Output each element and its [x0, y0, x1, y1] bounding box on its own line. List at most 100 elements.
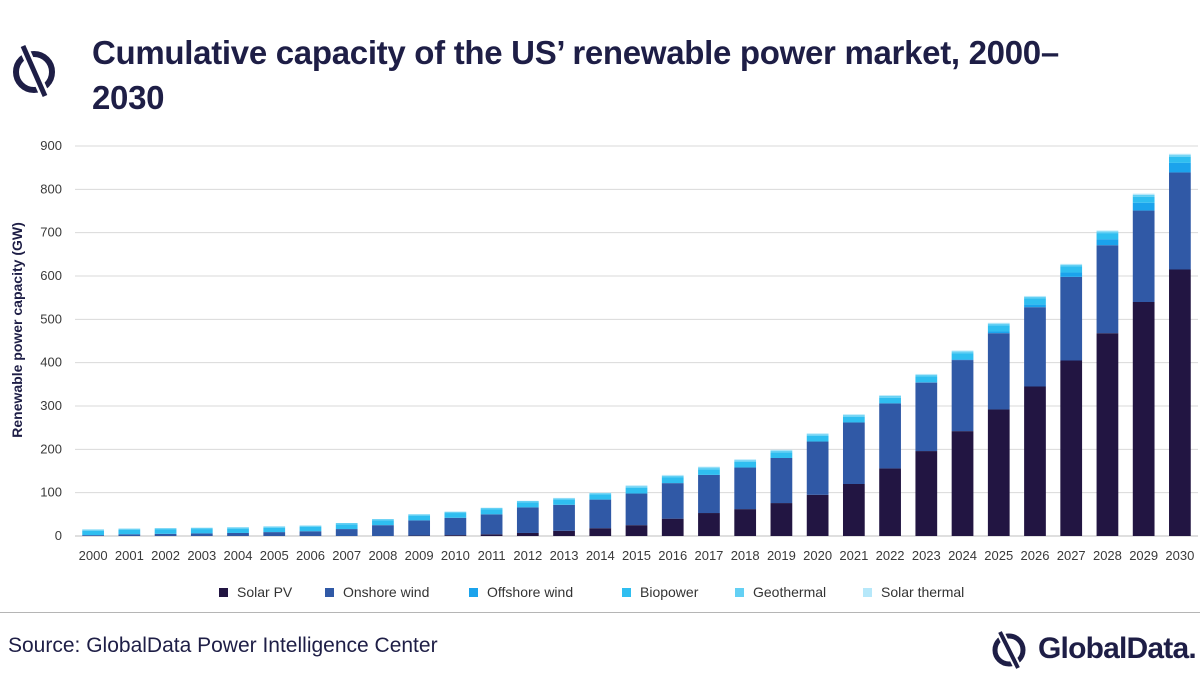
x-tick-label: 2002 [151, 548, 180, 563]
bar-segment-onshore-wind [879, 403, 901, 469]
x-tick-label: 2006 [296, 548, 325, 563]
y-axis-label: Renewable power capacity (GW) [9, 222, 25, 438]
bar-segment-solar-thermal [987, 322, 1010, 324]
y-tick-label: 100 [40, 485, 62, 500]
bars [82, 153, 1191, 536]
bar-segment-solar-pv [516, 532, 539, 536]
bar-segment-solar-thermal [1024, 295, 1046, 297]
bar-segment-solar-pv [770, 503, 793, 536]
bar-segment-onshore-wind [1024, 307, 1046, 387]
x-tick-label: 2011 [478, 548, 506, 563]
legend-swatch [735, 588, 744, 597]
bar-segment-onshore-wind [335, 529, 358, 536]
bar-segment-offshore-wind [951, 359, 974, 361]
bar-segment-biopower [480, 509, 503, 515]
bar-segment-onshore-wind [154, 533, 177, 536]
bar-segment-offshore-wind [1169, 162, 1191, 173]
bar-segment-geothermal [82, 529, 104, 531]
bar-segment-geothermal [661, 475, 684, 478]
bar-segment-biopower [879, 397, 901, 404]
bar-segment-onshore-wind [118, 534, 141, 536]
bar-segment-geothermal [335, 523, 358, 525]
bar-segment-biopower [408, 515, 431, 521]
bar-segment-biopower [1024, 298, 1046, 305]
bar-segment-solar-pv [1024, 386, 1046, 536]
bar-segment-offshore-wind [1096, 239, 1119, 246]
x-tick-label: 2016 [658, 548, 687, 563]
bar-segment-biopower [625, 487, 648, 494]
bar-segment-biopower [263, 527, 286, 533]
x-tick-label: 2003 [187, 548, 216, 563]
x-tick-label: 2023 [912, 548, 941, 563]
bar-segment-solar-pv [842, 484, 865, 536]
x-tick-label: 2025 [984, 548, 1013, 563]
bar-segment-geothermal [118, 528, 141, 530]
bar-segment-geothermal [1132, 194, 1155, 197]
bar-segment-onshore-wind [1132, 210, 1155, 302]
x-tick-label: 2010 [441, 548, 470, 563]
legend-swatch [219, 588, 228, 597]
bar-segment-onshore-wind [1169, 172, 1191, 270]
bar-segment-geothermal [625, 486, 648, 488]
footer-logo-text: GlobalData. [1038, 632, 1197, 665]
globaldata-footer-logo-icon [992, 628, 1026, 672]
x-tick-label: 2001 [115, 548, 144, 563]
bar-segment-solar-pv [553, 530, 575, 536]
bar-segment-geothermal [408, 514, 431, 516]
bar-segment-solar-thermal [770, 449, 793, 451]
bar-segment-geothermal [516, 500, 539, 503]
legend-label: Biopower [640, 584, 699, 600]
bar-segment-solar-pv [915, 451, 938, 536]
bar-segment-solar-pv [1169, 269, 1191, 536]
legend-swatch [622, 588, 631, 597]
bar-segment-onshore-wind [516, 507, 539, 533]
bar-segment-solar-pv [806, 494, 829, 536]
bar-segment-solar-thermal [1132, 193, 1155, 195]
bar-segment-solar-thermal [879, 395, 901, 397]
y-tick-label: 400 [40, 355, 62, 370]
bar-segment-biopower [82, 530, 104, 536]
x-tick-label: 2008 [368, 548, 397, 563]
y-axis-ticks: 0 100 200 300 400 500 600 700 800 900 [40, 138, 62, 543]
x-tick-label: 2015 [622, 548, 651, 563]
bar-segment-onshore-wind [915, 382, 938, 452]
bar-segment-solar-thermal [625, 485, 648, 487]
y-tick-label: 800 [40, 181, 62, 196]
x-tick-label: 2007 [332, 548, 361, 563]
bar-segment-geothermal [299, 525, 322, 527]
bar-segment-biopower [806, 435, 829, 442]
bar-segment-onshore-wind [82, 535, 104, 536]
bar-segment-offshore-wind [1132, 202, 1155, 211]
bar-segment-onshore-wind [480, 514, 503, 535]
bar-segment-geothermal [770, 450, 793, 453]
bar-segment-biopower [589, 494, 612, 500]
bar-segment-geothermal [263, 526, 286, 528]
source-note: Source: GlobalData Power Intelligence Ce… [8, 634, 438, 657]
bar-segment-biopower [951, 353, 974, 360]
x-tick-label: 2004 [224, 548, 253, 563]
x-tick-label: 2012 [513, 548, 542, 563]
bar-segment-onshore-wind [299, 531, 322, 536]
bar-segment-biopower [372, 520, 394, 526]
y-tick-label: 700 [40, 225, 62, 240]
x-tick-label: 2027 [1057, 548, 1086, 563]
y-tick-label: 200 [40, 441, 62, 456]
x-tick-label: 2000 [79, 548, 108, 563]
x-tick-label: 2013 [550, 548, 579, 563]
bar-segment-onshore-wind [444, 517, 467, 536]
bar-segment-solar-pv [734, 509, 757, 536]
bar-segment-biopower [842, 416, 865, 423]
header: Cumulative capacity of the US’ renewable… [0, 0, 1200, 130]
x-tick-label: 2018 [731, 548, 760, 563]
bar-segment-onshore-wind [1060, 276, 1083, 361]
legend-label: Offshore wind [487, 584, 573, 600]
bar-segment-onshore-wind [1096, 245, 1119, 334]
x-tick-label: 2029 [1129, 548, 1158, 563]
bar-segment-biopower [1169, 156, 1191, 163]
x-tick-label: 2028 [1093, 548, 1122, 563]
bar-segment-biopower [1096, 233, 1119, 240]
bar-segment-biopower [335, 524, 358, 530]
chart-title: Cumulative capacity of the US’ renewable… [92, 34, 1059, 116]
y-tick-label: 0 [55, 528, 62, 543]
bar-segment-biopower [154, 529, 177, 534]
